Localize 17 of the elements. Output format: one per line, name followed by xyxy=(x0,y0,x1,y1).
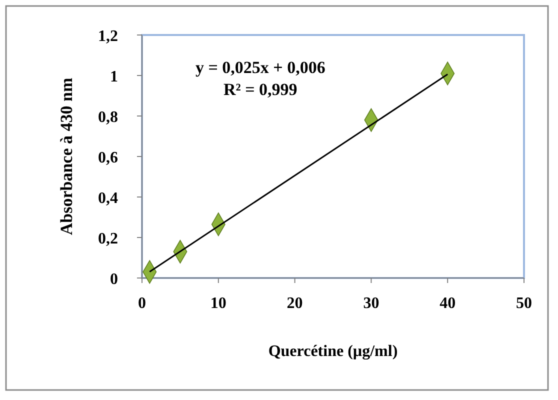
y-tick-label: 0 xyxy=(110,271,118,288)
x-tick-label: 20 xyxy=(286,295,303,312)
y-tick-label: 1,2 xyxy=(98,28,118,45)
y-tick-label: 0,4 xyxy=(98,190,118,207)
x-tick-label: 0 xyxy=(138,295,146,312)
y-axis-title: Absorbance à 430 nm xyxy=(57,78,76,236)
x-tick-label: 40 xyxy=(440,295,456,312)
annotation: R² = 0,999 xyxy=(224,80,298,99)
annotation: y = 0,025x + 0,006 xyxy=(195,58,326,77)
y-tick-label: 0,2 xyxy=(98,230,118,248)
x-tick-label: 30 xyxy=(363,295,380,312)
x-tick-label: 50 xyxy=(516,295,532,312)
x-tick-label: 10 xyxy=(210,295,226,312)
y-tick-label: 1 xyxy=(110,68,118,86)
y-tick-label: 0,8 xyxy=(98,109,118,126)
y-tick-label: 0,6 xyxy=(98,150,118,166)
x-axis-title: Quercétine (µg/ml) xyxy=(268,343,398,360)
